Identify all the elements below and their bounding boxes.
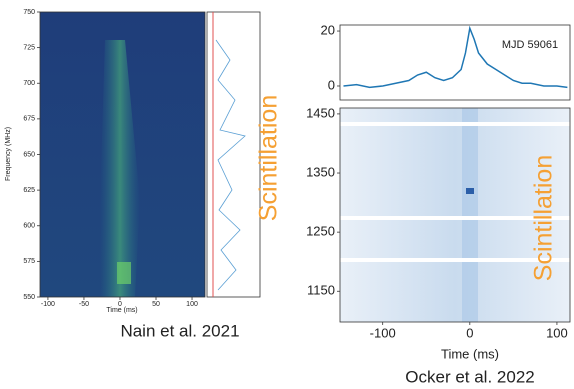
side-spectrum	[215, 39, 246, 291]
annotation: Scintillation	[255, 95, 283, 221]
caption: Nain et al. 2021	[120, 321, 239, 340]
x-axis-label: Time (ms)	[441, 346, 499, 361]
line-series	[343, 25, 568, 89]
y-tick-label: 1350	[306, 164, 335, 179]
y-axis-label: Frequency (MHz)	[5, 127, 12, 181]
y-tick-label: 750	[23, 9, 35, 16]
burst-core	[466, 188, 474, 194]
burst-band	[462, 108, 478, 322]
y-tick-label: 575	[23, 258, 35, 265]
y-tick-label: 0	[328, 77, 335, 92]
y-tick-label: 1150	[307, 283, 335, 298]
x-tick-label: -100	[370, 325, 396, 340]
caption: Ocker et al. 2022	[405, 367, 534, 386]
y-tick-label: 550	[23, 294, 35, 301]
y-tick-label: 675	[23, 116, 35, 123]
x-tick-label: 0	[466, 325, 473, 340]
x-tick-label: 50	[152, 301, 160, 308]
x-tick-label: 0	[118, 301, 122, 308]
top-frame	[339, 24, 571, 101]
y-tick-label: 625	[23, 187, 35, 194]
annotation: Scintillation	[530, 155, 558, 281]
y-tick-label: 20	[321, 22, 335, 37]
y-tick-label: 725	[23, 44, 35, 51]
y-tick-label: 700	[23, 80, 35, 87]
burst-sweep	[100, 40, 140, 297]
x-tick-label: -100	[41, 301, 55, 308]
y-tick-label: 650	[23, 151, 35, 158]
masked-band	[340, 216, 570, 220]
masked-band	[340, 122, 570, 126]
masked-band	[340, 258, 570, 262]
burst-patch	[117, 262, 131, 284]
y-tick-label: 1250	[306, 224, 335, 239]
y-tick-label: 1450	[306, 105, 335, 120]
x-tick-label: -50	[79, 301, 89, 308]
x-tick-label: 100	[546, 325, 568, 340]
y-tick-label: 600	[23, 223, 35, 230]
side-panel	[206, 11, 261, 298]
spectrum-background	[340, 108, 570, 322]
x-tick-label: 100	[186, 301, 198, 308]
bottom-frame	[339, 107, 571, 323]
annotation: MJD 59061	[502, 39, 558, 51]
x-axis-label: Time (ms)	[106, 307, 137, 314]
